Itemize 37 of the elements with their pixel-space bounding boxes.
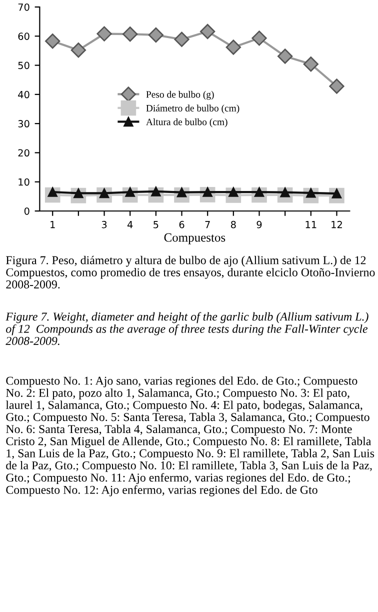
- point: [70, 42, 86, 58]
- legend-label: Peso de bulbo (g): [146, 90, 214, 100]
- y-tick-label: 20: [18, 149, 30, 157]
- point: [96, 26, 112, 42]
- x-tick-label: 6: [179, 220, 184, 228]
- y-tick-label: 10: [18, 178, 30, 186]
- x-tick-label: 11: [306, 221, 316, 228]
- x-tick-label: 3: [102, 220, 107, 228]
- point: [174, 32, 190, 47]
- legend-label: Altura de bulbo (cm): [146, 118, 228, 128]
- y-tick-label: 60: [18, 32, 30, 40]
- point: [200, 24, 216, 40]
- x-tick-label: 8: [230, 220, 236, 228]
- x-axis-title: Compuestos: [164, 233, 226, 244]
- x-tick-label: 5: [154, 221, 158, 228]
- y-tick-label: 70: [18, 3, 30, 11]
- x-tick-label: 12: [332, 220, 342, 228]
- x-tick-label: 4: [127, 221, 133, 228]
- x-tick-label: 1: [50, 221, 55, 228]
- point: [278, 48, 293, 64]
- text: Figura 7. Peso, diámetro y altura de bulbo de ajo (Allium sativum L.) de 12 Compuestos, como promedio de tres ensayos, durante elciclo Otoño-Invierno 2008-2009.: [6, 256, 375, 289]
- point: [303, 56, 318, 72]
- point: [148, 27, 164, 43]
- y-tick-label: 30: [18, 120, 30, 128]
- point: [45, 34, 60, 49]
- y-tick-label: 0: [24, 207, 30, 215]
- point: [252, 30, 267, 46]
- caption: Figure 7. Weight, diameter and height of the garlic bulb (Allium sativum L.) of 12 Compounds as the average of three tests during the Fall-Winter cycle 2008-2009.: [6, 312, 368, 346]
- point: [329, 78, 344, 94]
- y-tick-label: 50: [18, 62, 30, 70]
- y-tick-label: 40: [18, 90, 30, 98]
- legend-label: Diámetro de bulbo (cm): [146, 104, 240, 114]
- x-tick-label: 9: [256, 220, 262, 228]
- point: [226, 40, 241, 55]
- point: [122, 26, 138, 42]
- x-tick-label: 7: [205, 221, 210, 228]
- text: Compuesto No. 1: Ajo sano, varias regiones del Edo. de Gto.; Compuesto No. 2: El pato, pozo alto 1, Salamanca, Gto.; Compuesto No. 3: El pato, laurel 1, Salamanca, Gto.; Compuesto No. 4: El pato, bodegas, Salamanca, Gto.; Compuesto No. 5: Santa Teresa, Tabla 3, Salamanca, Gto.; Compuesto No. 6: Santa Teresa, Tabla 4, Salamanca, Gto.; Compuesto No. 7: Monte Cristo 2, San Miguel de Allende, Gto.; Compuesto No. 8: El ramillete, Tabla 1, San Luis de la Paz, Gto.; Compuesto No. 9: El ramillete, Tabla 2, San Luis de la Paz, Gto.; Compuesto No. 10: El ramillete, Tabla 3, San Luis de la Paz, Gto.; Compuesto No. 11: Ajo enfermo, varias regiones del Edo. de Gto.; Compuesto No. 12: Ajo enfermo, varias regiones del Edo. de Gto: [6, 376, 374, 496]
